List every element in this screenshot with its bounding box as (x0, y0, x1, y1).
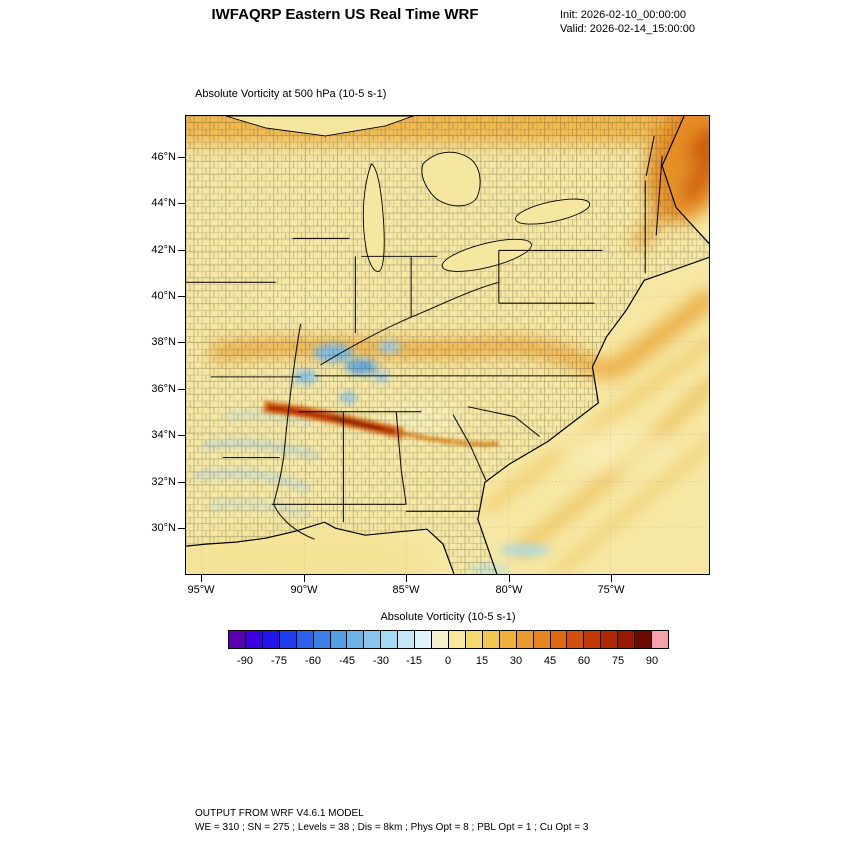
colorbar-cell (618, 631, 636, 648)
lake-erie (441, 238, 532, 272)
axis-tick (178, 435, 185, 436)
colorbar (228, 630, 669, 649)
lon-axis-label: 75°W (597, 584, 625, 596)
colorbar-cell (482, 631, 500, 648)
colorbar-cell (584, 631, 602, 648)
colorbar-cell (465, 631, 483, 648)
colorbar-cell (432, 631, 449, 648)
lon-axis-label: 80°W (495, 584, 523, 596)
axis-tick (178, 528, 185, 529)
lat-axis-label: 36°N (151, 383, 176, 395)
colorbar-label: -90 (237, 655, 253, 667)
axis-tick (201, 575, 202, 582)
map-frame (185, 115, 710, 575)
lat-axis-label: 46°N (151, 151, 176, 163)
colorbar-cell (313, 631, 331, 648)
colorbar-label: 60 (577, 655, 591, 667)
colorbar-cell (381, 631, 399, 648)
colorbar-label: -75 (271, 655, 287, 667)
model-times: Init: 2026-02-10_00:00:00 Valid: 2026-02… (560, 8, 695, 36)
axis-tick (304, 575, 305, 582)
axis-tick (178, 342, 185, 343)
colorbar-cell (652, 631, 668, 648)
lake-michigan (362, 163, 385, 272)
lat-axis-label: 40°N (151, 290, 176, 302)
lon-axis-label: 85°W (392, 584, 420, 596)
lat-axis-label: 38°N (151, 336, 176, 348)
colorbar-label: -30 (373, 655, 389, 667)
plot-subtitle: Absolute Vorticity at 500 hPa (10-5 s-1) (195, 88, 387, 100)
colorbar-cell (567, 631, 585, 648)
colorbar-cell (330, 631, 348, 648)
lake-superior (225, 116, 414, 137)
init-time: Init: 2026-02-10_00:00:00 (560, 9, 686, 21)
lat-axis-label: 34°N (151, 429, 176, 441)
colorbar-cell (262, 631, 280, 648)
colorbar-label: 0 (444, 655, 452, 667)
lake-ontario (515, 198, 591, 225)
axis-tick (178, 250, 185, 251)
axis-tick (509, 575, 510, 582)
colorbar-cell (533, 631, 551, 648)
colorbar-label: 15 (475, 655, 489, 667)
lat-axis-label: 30°N (151, 522, 176, 534)
axis-tick (178, 203, 185, 204)
axis-tick (178, 296, 185, 297)
colorbar-label: 30 (509, 655, 523, 667)
colorbar-cell (398, 631, 416, 648)
colorbar-cell (499, 631, 517, 648)
axis-tick (178, 389, 185, 390)
colorbar-label: -60 (305, 655, 321, 667)
colorbar-cell (245, 631, 263, 648)
colorbar-cell (296, 631, 314, 648)
lake-huron (421, 151, 481, 207)
colorbar-label: 45 (543, 655, 557, 667)
colorbar-cell (347, 631, 365, 648)
page-title: IWFAQRP Eastern US Real Time WRF (211, 6, 479, 23)
colorbar-cell (415, 631, 433, 648)
colorbar-cells (229, 631, 668, 648)
state-borders (186, 135, 663, 540)
colorbar-cell (550, 631, 568, 648)
lon-axis-label: 95°W (187, 584, 215, 596)
lat-axis-label: 44°N (151, 197, 176, 209)
axis-tick (178, 157, 185, 158)
coastline (186, 116, 709, 574)
colorbar-cell (448, 631, 466, 648)
county-texture (186, 116, 709, 574)
footer-model: OUTPUT FROM WRF V4.6.1 MODEL (195, 808, 364, 819)
colorbar-title: Absolute Vorticity (10-5 s-1) (380, 611, 516, 623)
axis-tick (178, 482, 185, 483)
colorbar-label: 90 (645, 655, 659, 667)
colorbar-label: 75 (611, 655, 625, 667)
footer-config: WE = 310 ; SN = 275 ; Levels = 38 ; Dis … (195, 822, 589, 833)
colorbar-cell (229, 631, 246, 648)
colorbar-cell (279, 631, 297, 648)
colorbar-cell (516, 631, 534, 648)
lon-axis-label: 90°W (290, 584, 318, 596)
colorbar-cell (635, 631, 653, 648)
valid-time: Valid: 2026-02-14_15:00:00 (560, 23, 695, 35)
colorbar-label: -15 (406, 655, 422, 667)
vorticity-map (186, 116, 709, 574)
lat-axis-label: 32°N (151, 476, 176, 488)
lat-axis-label: 42°N (151, 244, 176, 256)
axis-tick (611, 575, 612, 582)
colorbar-label: -45 (339, 655, 355, 667)
colorbar-cell (601, 631, 619, 648)
colorbar-cell (364, 631, 382, 648)
axis-tick (406, 575, 407, 582)
lakes (225, 116, 591, 272)
colorbar-labels: -90 -75 -60 -45 -30 -15 0 15 30 45 60 75… (228, 655, 669, 669)
